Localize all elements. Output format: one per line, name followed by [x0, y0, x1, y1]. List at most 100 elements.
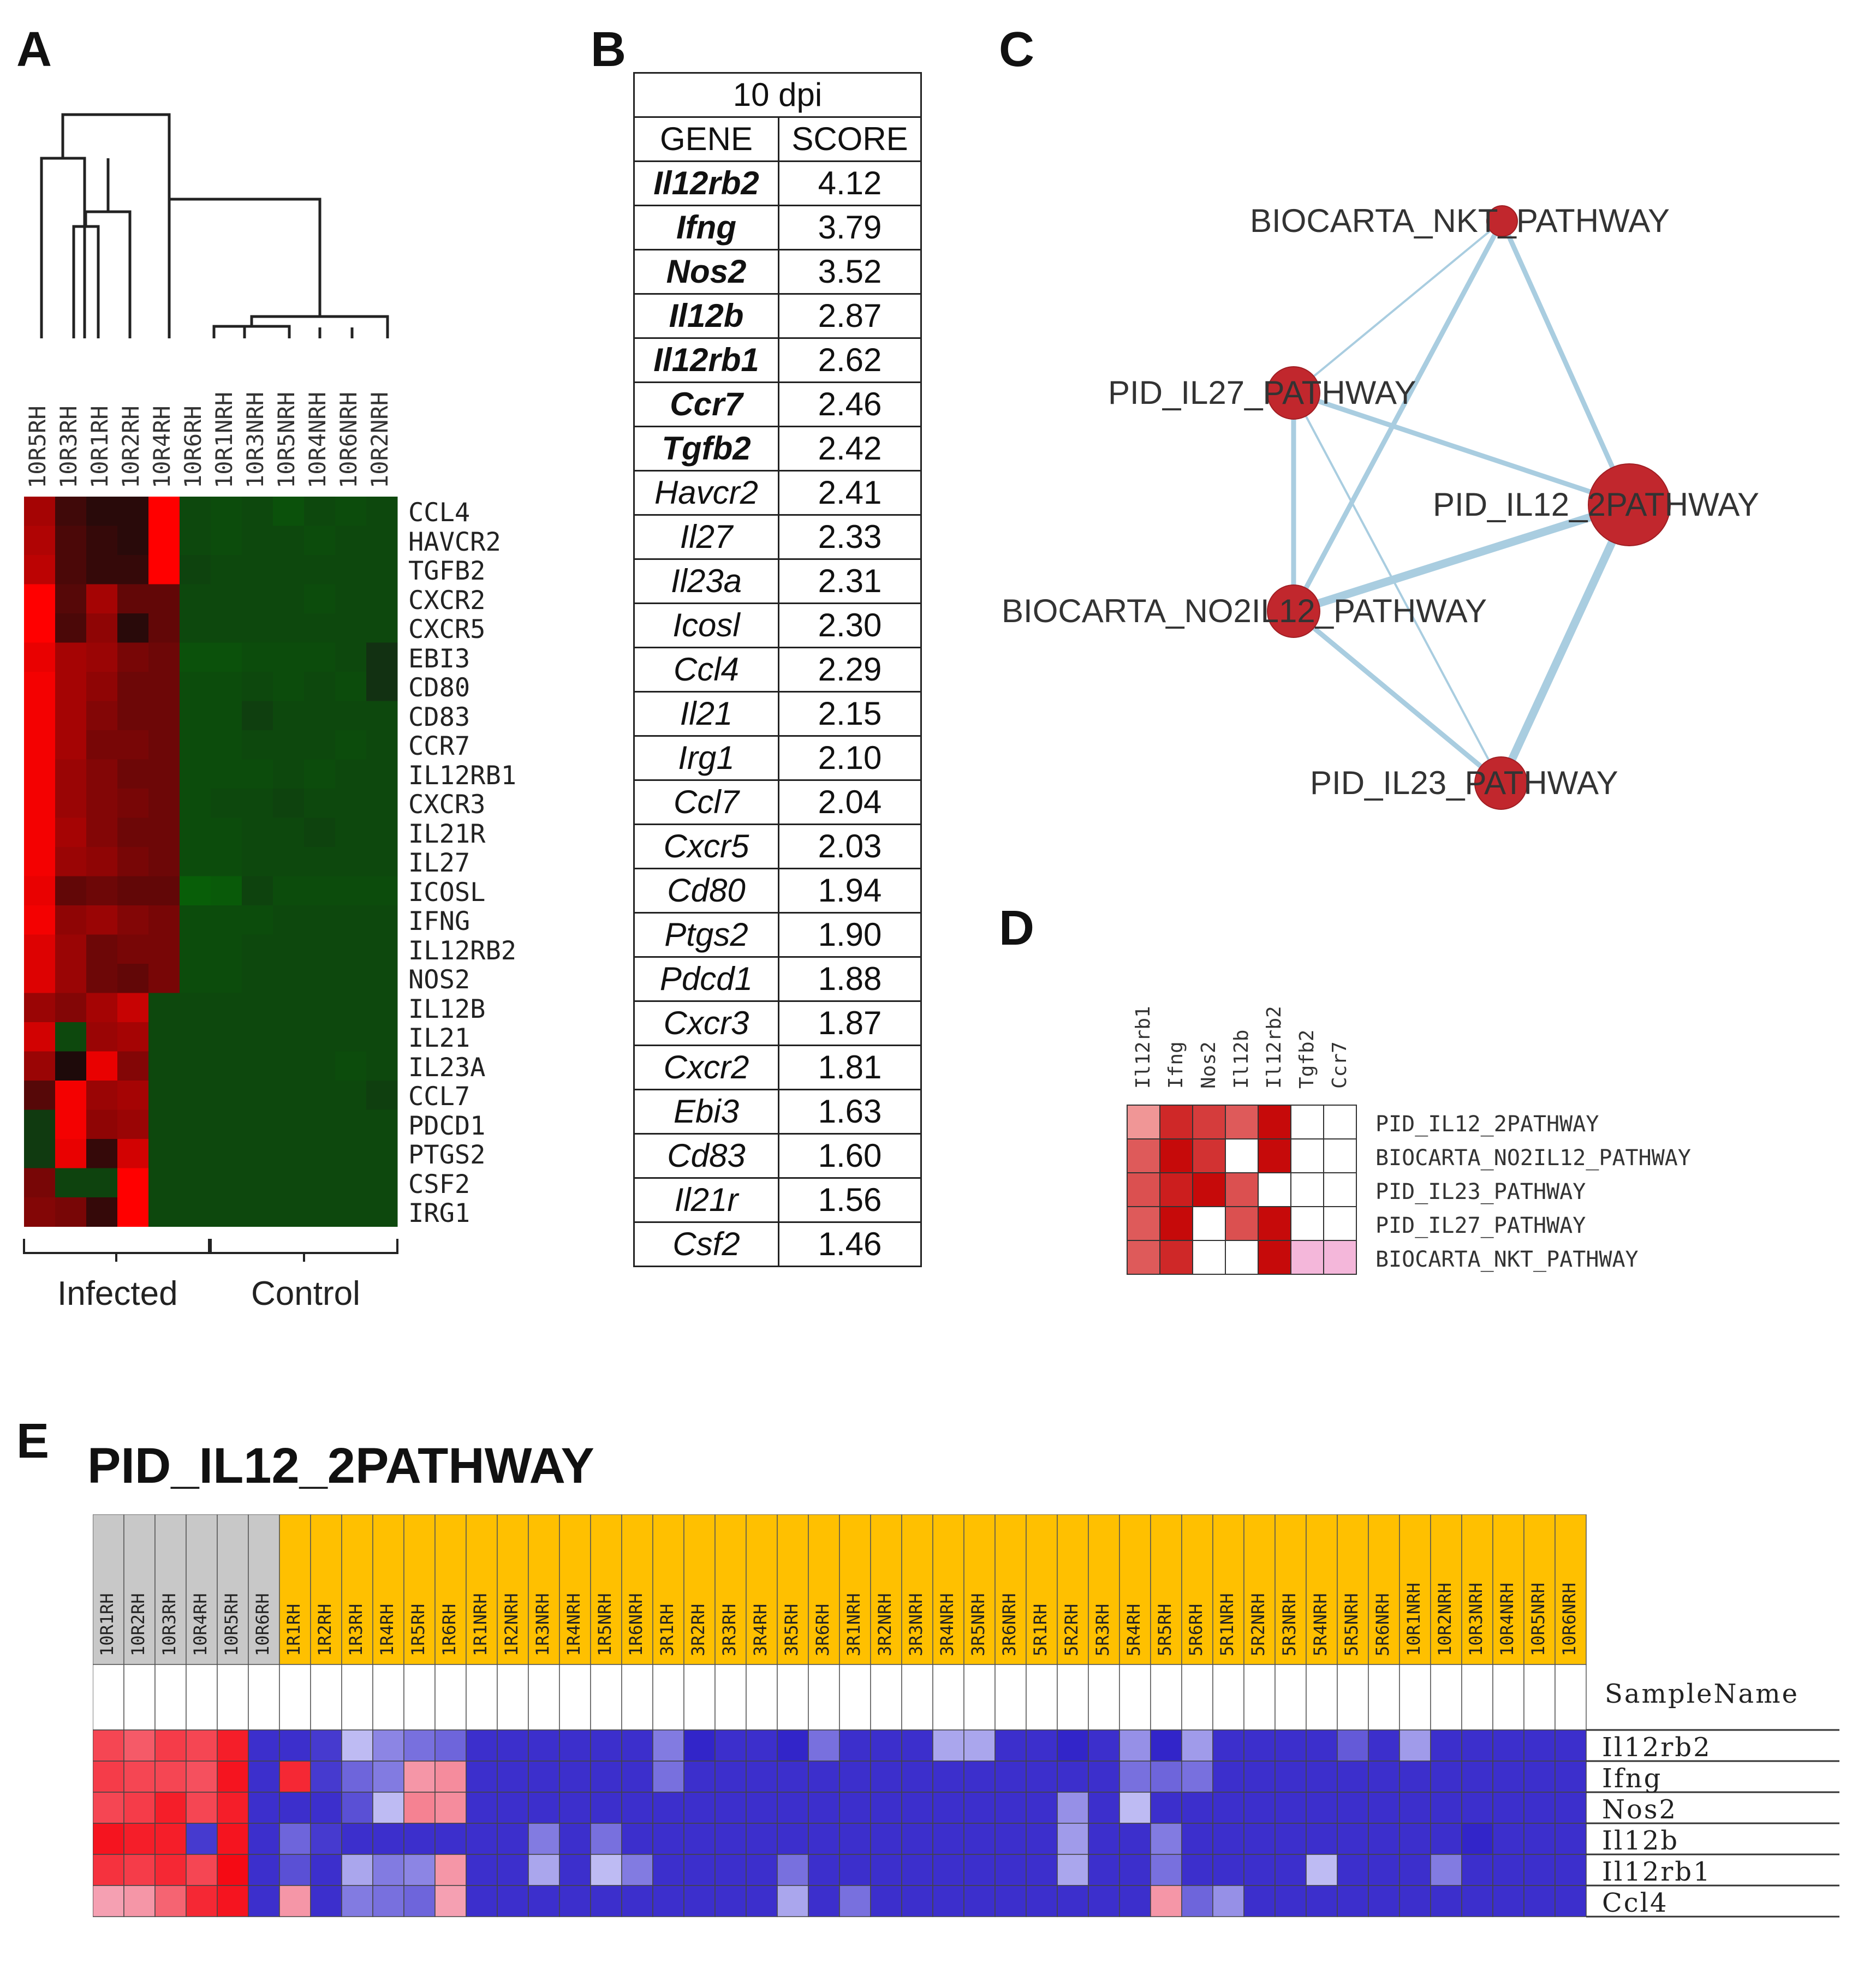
heatmap-cell: [777, 1885, 809, 1917]
heatmap-cell: [335, 730, 367, 760]
heatmap-cell: [1181, 1823, 1213, 1855]
heatmap-cell: [242, 964, 273, 993]
heatmap-cell: [1225, 1105, 1259, 1139]
heatmap-cell: [148, 1051, 180, 1081]
heatmap-cell: [1275, 1729, 1307, 1762]
heatmap-cell: [1555, 1792, 1587, 1824]
heatmap-cell: [652, 1729, 684, 1762]
row-label: HAVCR2: [408, 527, 501, 557]
heatmap-cell: [434, 1823, 467, 1855]
row-label: IRG1: [408, 1198, 471, 1228]
column-label: 10R2NRH: [1434, 1583, 1455, 1656]
samplename-cell: [1461, 1664, 1493, 1731]
heatmap-cell: [932, 1761, 964, 1793]
heatmap-cell: [211, 1139, 242, 1168]
heatmap-cell: [366, 759, 398, 789]
heatmap-cell: [279, 1792, 311, 1824]
heatmap-cell: [86, 613, 118, 643]
sample-header-cell: [1555, 1514, 1587, 1665]
heatmap-cell: [366, 701, 398, 731]
row-label: Il12b: [1602, 1825, 1680, 1856]
column-label: 5R3NRH: [1279, 1593, 1300, 1656]
heatmap-cell: [366, 1081, 398, 1110]
sample-header-cell: [93, 1514, 124, 1665]
heatmap-cell: [180, 642, 211, 672]
heatmap-cell: [304, 905, 336, 935]
heatmap-cell: [366, 1168, 398, 1198]
heatmap-cell: [341, 1792, 373, 1824]
heatmap-cell: [123, 1792, 156, 1824]
score-cell: 2.15: [778, 691, 922, 737]
table-row: Ccr7 2.46: [633, 381, 922, 427]
heatmap-cell: [273, 1168, 305, 1198]
column-label: 10R4NRH: [1497, 1583, 1517, 1656]
heatmap-cell: [242, 613, 273, 643]
heatmap-cell: [304, 1109, 336, 1139]
heatmap-cell: [1150, 1792, 1182, 1824]
score-cell: 1.63: [778, 1089, 922, 1135]
heatmap-cell: [211, 642, 242, 672]
column-label: 5R1NRH: [1217, 1593, 1237, 1656]
heatmap-cell: [403, 1885, 436, 1917]
heatmap-cell: [24, 701, 56, 731]
score-table: 10 dpi GENE SCORE Il12rb2 4.12 Ifng 3.79 Nos…: [633, 72, 922, 1267]
column-label: 10R2RH: [128, 1593, 148, 1656]
score-cell: 1.60: [778, 1133, 922, 1179]
heatmap-cell: [180, 847, 211, 876]
table-row: Csf2 1.46: [633, 1221, 922, 1267]
row-label: Nos2: [1602, 1794, 1678, 1825]
heatmap-cell: [1192, 1105, 1226, 1139]
heatmap-cell: [1461, 1792, 1493, 1824]
heatmap-cell: [273, 934, 305, 964]
heatmap-cell: [117, 672, 149, 701]
network-node-label: PID_IL12_2PATHWAY: [1433, 486, 1760, 523]
heatmap-cell: [1523, 1823, 1556, 1855]
heatmap-cell: [1159, 1240, 1193, 1275]
heatmap-cell: [148, 964, 180, 993]
heatmap-cell: [528, 1823, 560, 1855]
row-label: Ifng: [1602, 1763, 1663, 1794]
heatmap-cell: [148, 1109, 180, 1139]
heatmap-cell: [335, 1022, 367, 1052]
row-label: BIOCARTA_NO2IL12_PATHWAY: [1375, 1145, 1691, 1171]
heatmap-cell: [808, 1854, 840, 1886]
heatmap-cell: [1523, 1792, 1556, 1824]
heatmap-cell: [372, 1761, 404, 1793]
table-row: Cd80 1.94: [633, 868, 922, 914]
samplename-cell: [870, 1664, 902, 1731]
heatmap-cell: [963, 1854, 996, 1886]
heatmap-cell: [1275, 1854, 1307, 1886]
heatmap-cell: [1150, 1761, 1182, 1793]
column-label: Nos2: [1198, 1041, 1220, 1089]
column-label: 1R6NRH: [626, 1593, 646, 1656]
column-label: 3R3NRH: [906, 1593, 926, 1656]
heatmap-cell: [1337, 1729, 1369, 1762]
score-cell: 2.29: [778, 647, 922, 693]
heatmap-cell: [590, 1729, 622, 1762]
gene-cell: Ebi3: [633, 1089, 779, 1135]
heatmap-cell: [211, 1081, 242, 1110]
column-label: 10R3NRH: [1466, 1583, 1486, 1656]
heatmap-cell: [1306, 1823, 1338, 1855]
heatmap-cell: [1181, 1761, 1213, 1793]
heatmap-cell: [211, 584, 242, 614]
panel-e-heatmap: [93, 1514, 1839, 1918]
heatmap-cell: [310, 1823, 342, 1855]
heatmap-cell: [242, 555, 273, 584]
table-row: Ifng 3.79: [633, 205, 922, 250]
heatmap-cell: [1290, 1138, 1324, 1173]
network-node: [1588, 463, 1671, 546]
heatmap-cell: [901, 1854, 933, 1886]
heatmap-cell: [217, 1761, 249, 1793]
heatmap-cell: [528, 1885, 560, 1917]
panel-a-heatmap: [24, 497, 398, 1227]
samplename-cell: [932, 1664, 964, 1731]
network-edge: [1293, 392, 1502, 784]
heatmap-cell: [93, 1885, 124, 1917]
heatmap-cell: [366, 526, 398, 556]
heatmap-cell: [1258, 1138, 1291, 1173]
column-label: Il12b: [1230, 1029, 1253, 1089]
heatmap-cell: [366, 613, 398, 643]
samplename-cell: [1399, 1664, 1431, 1731]
heatmap-cell: [304, 672, 336, 701]
